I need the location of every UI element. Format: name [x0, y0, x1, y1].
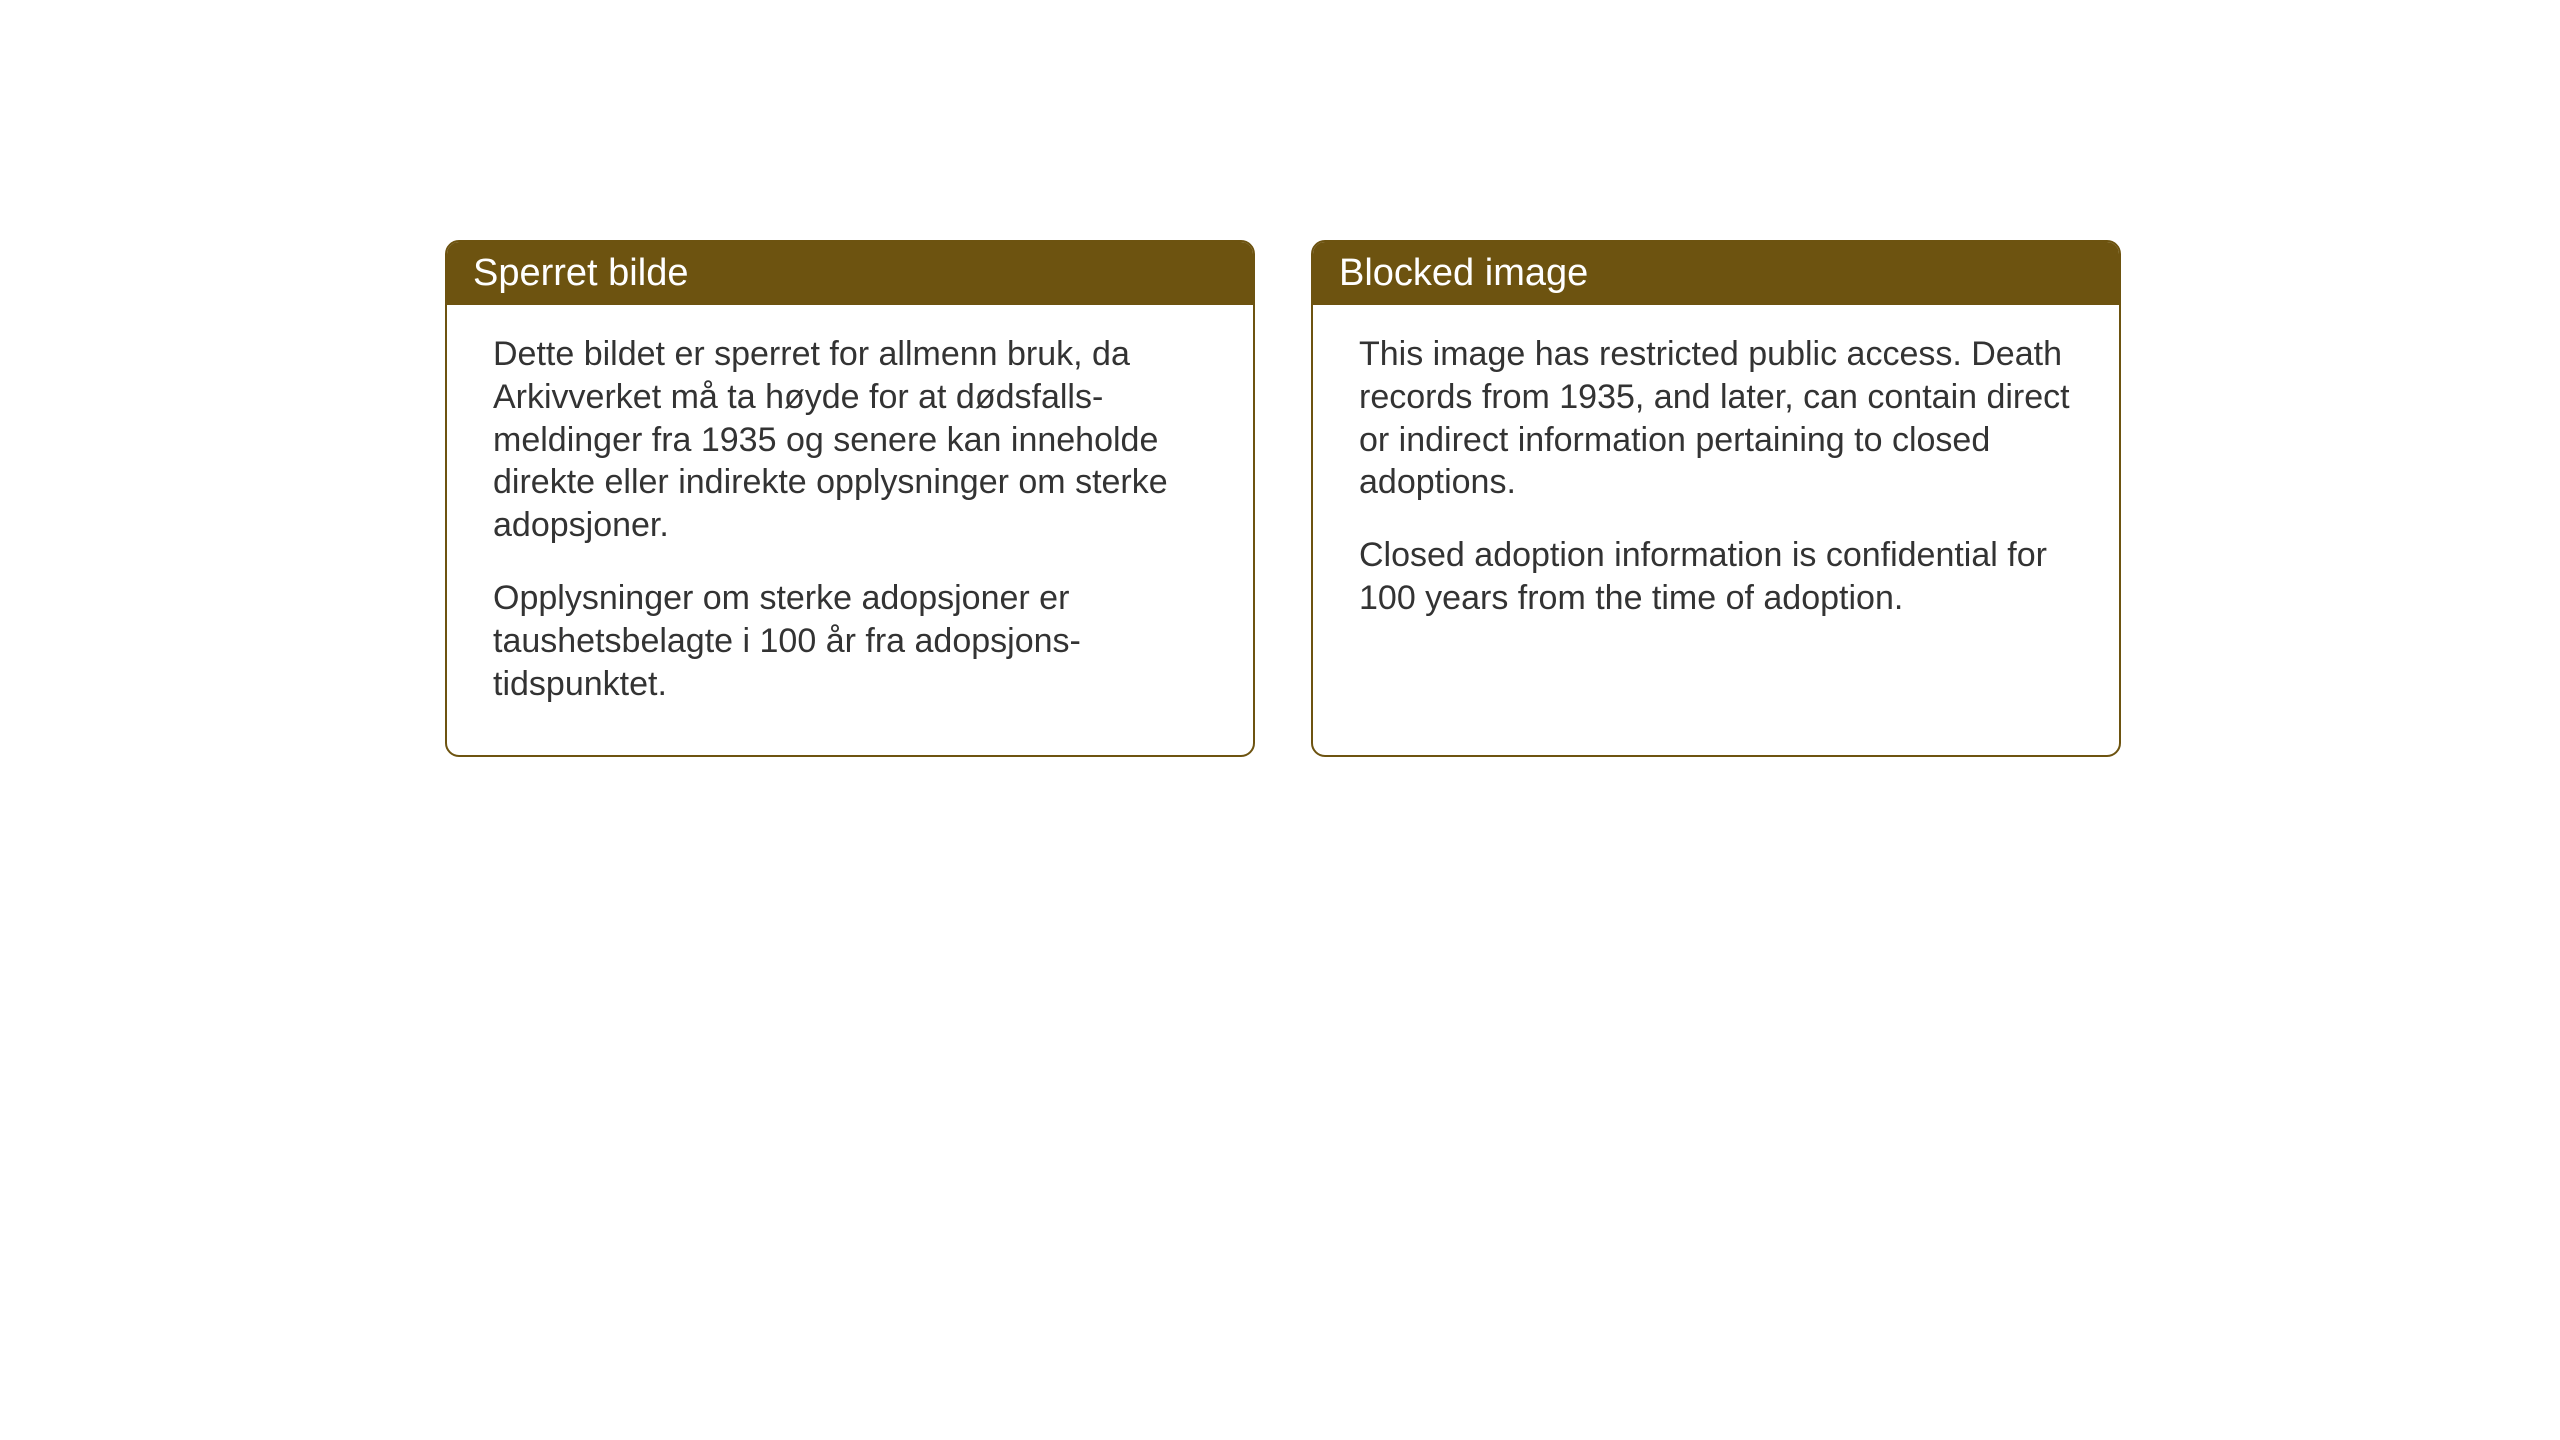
notice-card-english: Blocked image This image has restricted …: [1311, 240, 2121, 757]
notice-container: Sperret bilde Dette bildet er sperret fo…: [445, 240, 2121, 757]
notice-header-english: Blocked image: [1313, 242, 2119, 305]
notice-paragraph: Dette bildet er sperret for allmenn bruk…: [493, 333, 1207, 547]
notice-body-norwegian: Dette bildet er sperret for allmenn bruk…: [447, 305, 1253, 755]
notice-paragraph: Opplysninger om sterke adopsjoner er tau…: [493, 577, 1207, 705]
notice-paragraph: Closed adoption information is confident…: [1359, 534, 2073, 620]
notice-card-norwegian: Sperret bilde Dette bildet er sperret fo…: [445, 240, 1255, 757]
notice-header-norwegian: Sperret bilde: [447, 242, 1253, 305]
notice-body-english: This image has restricted public access.…: [1313, 305, 2119, 755]
notice-paragraph: This image has restricted public access.…: [1359, 333, 2073, 504]
